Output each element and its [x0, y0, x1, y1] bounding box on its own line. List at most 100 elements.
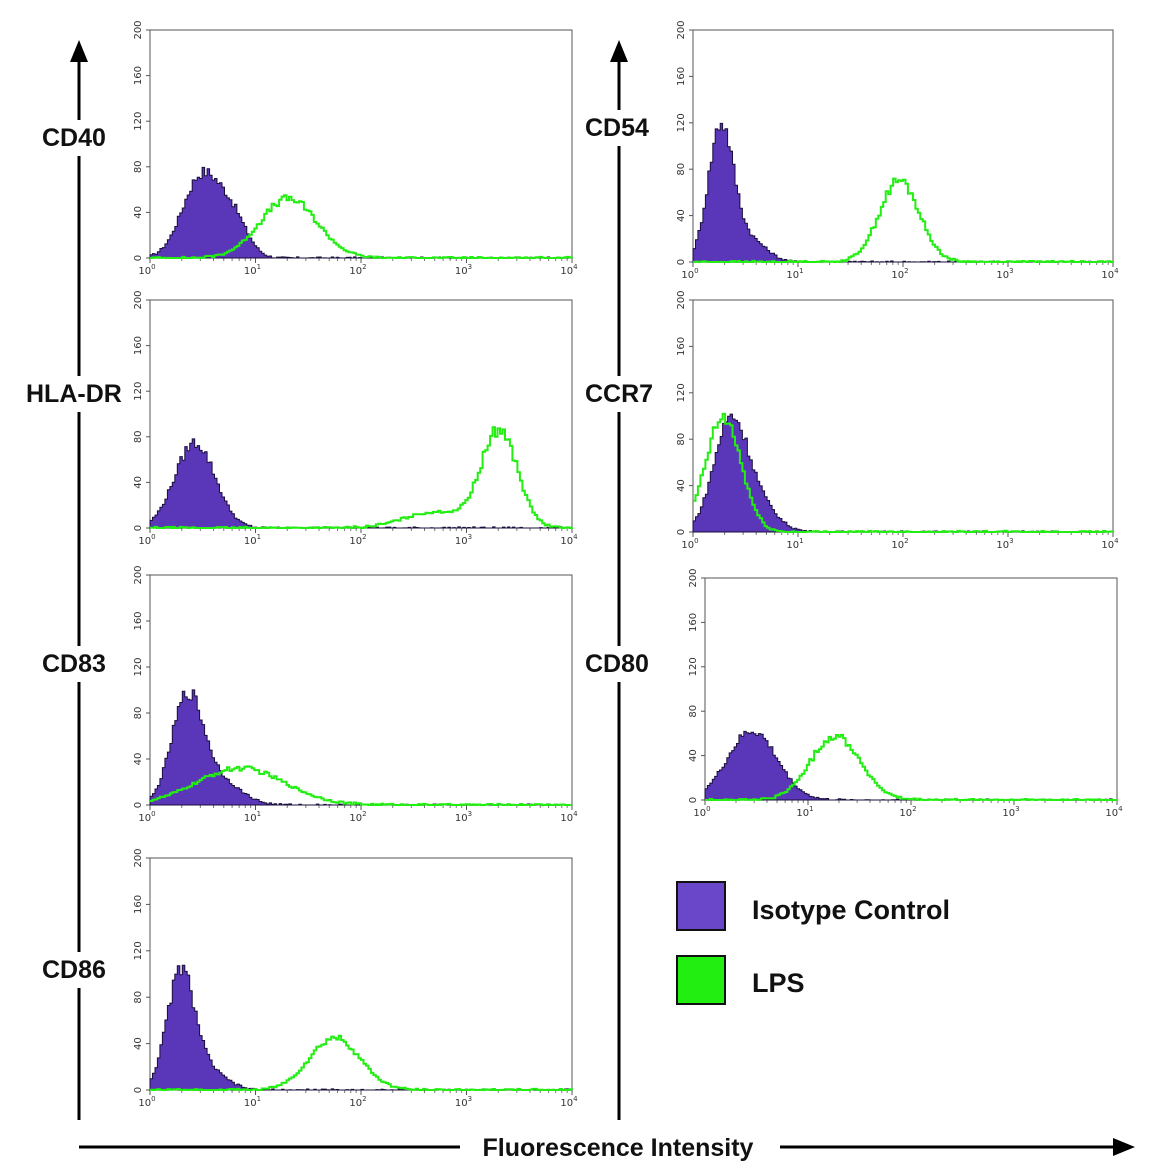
- x-tick-exponent: 4: [573, 533, 578, 541]
- x-axis-arrowhead: [1113, 1138, 1135, 1156]
- y-tick-label: 40: [688, 749, 699, 762]
- y-tick-label: 40: [676, 479, 687, 492]
- y-tick-label: 120: [688, 657, 699, 676]
- y-tick-label: 120: [676, 113, 687, 132]
- x-tick-exponent: 1: [257, 810, 261, 818]
- y-tick-label: 0: [676, 259, 687, 265]
- legend-label-isotype-control: Isotype Control: [752, 895, 950, 925]
- x-tick-exponent: 1: [257, 263, 261, 271]
- left-marker-axis-arrowhead: [70, 40, 88, 62]
- y-tick-label: 0: [133, 802, 144, 808]
- marker-label-backdrop: [579, 110, 687, 146]
- marker-label-cd80: CD80: [585, 650, 649, 678]
- y-tick-label: 120: [676, 383, 687, 402]
- marker-label-backdrop: [36, 646, 144, 682]
- x-tick-exponent: 4: [1114, 537, 1119, 545]
- x-tick-exponent: 3: [468, 263, 472, 271]
- legend-swatch-isotype-control: [676, 881, 726, 931]
- y-tick-label: 200: [676, 290, 687, 309]
- histogram-lps: [150, 194, 573, 259]
- y-tick-label: 160: [688, 613, 699, 632]
- marker-label-cd40: CD40: [42, 124, 106, 152]
- x-tick-exponent: 4: [1114, 267, 1119, 275]
- y-tick-label: 0: [676, 529, 687, 535]
- x-tick-exponent: 4: [573, 1095, 578, 1103]
- legend-swatch-lps: [676, 955, 726, 1005]
- x-tick-exponent: 1: [799, 537, 803, 545]
- marker-label-backdrop: [36, 952, 144, 988]
- marker-label-cd83: CD83: [42, 650, 106, 678]
- x-tick-exponent: 0: [151, 810, 155, 818]
- x-tick-exponent: 0: [151, 263, 155, 271]
- y-tick-label: 160: [133, 611, 144, 630]
- y-tick-label: 0: [133, 525, 144, 531]
- x-tick-exponent: 4: [1118, 805, 1123, 813]
- y-tick-label: 0: [133, 255, 144, 261]
- x-tick-exponent: 0: [151, 533, 155, 541]
- y-tick-label: 160: [133, 336, 144, 355]
- y-tick-label: 200: [133, 290, 144, 309]
- histogram-lps: [693, 177, 1113, 263]
- marker-label-backdrop: [579, 376, 687, 412]
- y-tick-label: 200: [133, 848, 144, 867]
- x-tick-exponent: 4: [573, 263, 578, 271]
- x-tick-exponent: 2: [362, 533, 366, 541]
- y-tick-label: 80: [133, 430, 144, 443]
- y-tick-label: 200: [133, 565, 144, 584]
- y-tick-label: 80: [133, 707, 144, 720]
- x-tick-exponent: 3: [468, 810, 472, 818]
- x-tick-exponent: 0: [706, 805, 710, 813]
- x-tick-exponent: 4: [573, 810, 578, 818]
- x-axis-title: Fluorescence Intensity: [483, 1134, 754, 1162]
- marker-label-hla-dr: HLA-DR: [26, 380, 122, 408]
- y-tick-label: 80: [676, 433, 687, 446]
- y-tick-label: 0: [688, 797, 699, 803]
- x-tick-exponent: 3: [468, 533, 472, 541]
- x-tick-exponent: 1: [257, 533, 261, 541]
- y-tick-label: 160: [133, 66, 144, 85]
- histogram-lps: [693, 412, 1114, 533]
- x-tick-exponent: 2: [904, 267, 908, 275]
- y-tick-label: 200: [676, 20, 687, 39]
- histogram-lps: [150, 1034, 573, 1091]
- histogram-lps: [150, 765, 572, 806]
- right-marker-axis-arrowhead: [610, 40, 628, 62]
- y-tick-label: 80: [676, 163, 687, 176]
- y-tick-label: 40: [133, 476, 144, 489]
- x-tick-exponent: 1: [799, 267, 803, 275]
- x-tick-exponent: 3: [1009, 267, 1013, 275]
- marker-label-backdrop: [20, 376, 128, 412]
- y-tick-label: 80: [133, 991, 144, 1004]
- x-tick-exponent: 3: [1015, 805, 1019, 813]
- marker-label-cd86: CD86: [42, 956, 106, 984]
- histogram-lps: [705, 733, 1118, 801]
- marker-label-cd54: CD54: [585, 114, 649, 142]
- legend-label-lps: LPS: [752, 968, 805, 998]
- x-tick-exponent: 1: [257, 1095, 261, 1103]
- y-tick-label: 160: [676, 67, 687, 86]
- y-tick-label: 160: [676, 337, 687, 356]
- x-tick-exponent: 2: [362, 810, 366, 818]
- y-tick-label: 200: [688, 568, 699, 587]
- x-tick-exponent: 1: [809, 805, 813, 813]
- y-tick-label: 40: [133, 206, 144, 219]
- y-tick-label: 40: [676, 209, 687, 222]
- y-tick-label: 160: [133, 895, 144, 914]
- y-tick-label: 80: [688, 705, 699, 718]
- y-tick-label: 120: [133, 382, 144, 401]
- marker-label-backdrop: [579, 646, 687, 682]
- y-tick-label: 80: [133, 160, 144, 173]
- y-tick-label: 40: [133, 1037, 144, 1050]
- marker-label-backdrop: [36, 120, 144, 156]
- x-tick-exponent: 2: [912, 805, 916, 813]
- x-tick-exponent: 2: [904, 537, 908, 545]
- x-tick-exponent: 0: [694, 267, 698, 275]
- y-tick-label: 120: [133, 941, 144, 960]
- x-tick-exponent: 2: [362, 263, 366, 271]
